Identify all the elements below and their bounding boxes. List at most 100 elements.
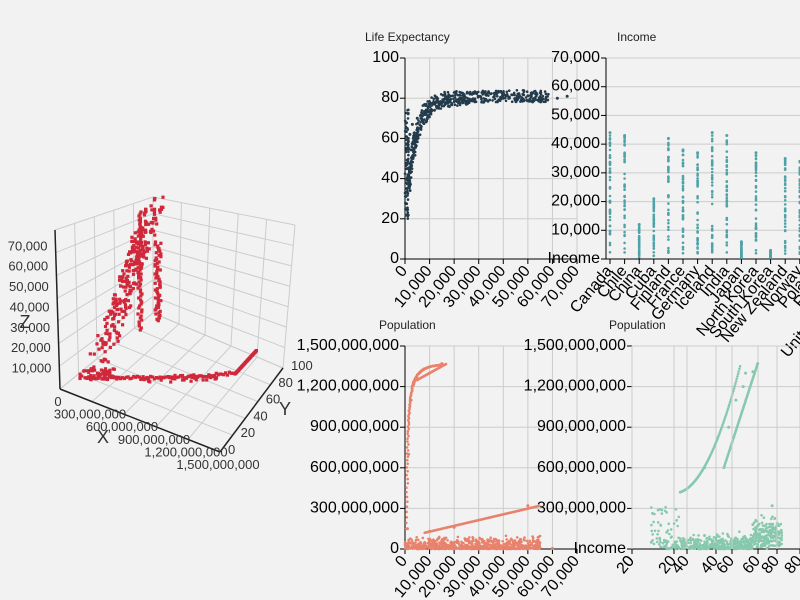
data-point <box>92 374 96 378</box>
data-point <box>138 304 142 308</box>
data-point <box>660 508 664 512</box>
data-point <box>139 377 143 381</box>
data-point <box>492 540 496 543</box>
data-point <box>122 300 126 304</box>
data-point <box>441 104 444 108</box>
data-point <box>473 90 477 93</box>
data-point <box>117 376 121 380</box>
data-point <box>407 416 411 420</box>
data-point <box>722 421 725 425</box>
data-point <box>500 94 504 97</box>
data-point <box>127 264 131 268</box>
data-point <box>710 167 714 171</box>
data-point <box>763 524 766 528</box>
data-point <box>139 266 143 270</box>
data-point <box>678 490 682 494</box>
data-point <box>637 238 641 242</box>
data-point <box>770 517 773 521</box>
data-point <box>537 504 541 508</box>
data-point <box>695 542 699 546</box>
data-point <box>136 242 140 246</box>
data-point <box>461 547 465 550</box>
data-point <box>546 98 550 102</box>
data-point <box>133 231 137 235</box>
data-point <box>420 109 424 112</box>
data-point <box>754 528 758 532</box>
data-point <box>154 276 158 280</box>
data-point <box>136 230 140 234</box>
data-point <box>752 521 756 524</box>
data-point <box>608 187 612 190</box>
data-point <box>155 304 159 308</box>
data-point <box>404 138 408 141</box>
data-point <box>179 374 183 378</box>
data-point <box>102 357 106 361</box>
data-point <box>440 538 444 542</box>
data-point <box>157 303 161 307</box>
data-point <box>480 537 484 541</box>
data-point <box>608 241 612 245</box>
grid-floor <box>115 342 258 403</box>
data-point <box>659 540 662 544</box>
data-point <box>87 375 91 379</box>
data-point <box>710 159 714 163</box>
data-point <box>754 235 758 239</box>
data-point <box>155 261 159 265</box>
data-point <box>437 535 441 539</box>
data-point <box>419 541 423 545</box>
data-point <box>417 119 420 122</box>
data-point <box>724 539 727 542</box>
data-point <box>456 535 460 539</box>
data-point <box>123 303 127 307</box>
data-point <box>415 122 418 126</box>
data-point <box>721 532 725 535</box>
data-point <box>414 541 417 544</box>
data-point <box>156 305 161 309</box>
data-point <box>510 543 513 547</box>
data-point <box>637 255 641 259</box>
data-point <box>406 429 410 433</box>
data-point <box>413 154 417 157</box>
data-point <box>608 243 612 247</box>
grid-back <box>152 196 296 226</box>
data-point <box>137 228 141 232</box>
data-point <box>749 533 753 537</box>
z-tick-label: 10,000 <box>12 361 52 376</box>
data-point <box>442 541 445 544</box>
data-point <box>161 195 165 199</box>
data-point <box>160 375 164 379</box>
data-point <box>154 251 158 255</box>
data-point <box>683 542 687 545</box>
data-point <box>542 100 546 104</box>
data-point <box>523 536 526 539</box>
data-point <box>623 160 626 164</box>
data-point <box>92 365 96 369</box>
data-point <box>522 90 526 94</box>
data-point <box>143 240 147 244</box>
data-point <box>424 544 428 547</box>
data-point <box>470 99 474 103</box>
data-point <box>677 545 681 549</box>
data-point <box>116 307 120 311</box>
data-point <box>506 95 510 98</box>
data-point <box>492 538 496 541</box>
data-point <box>757 533 761 536</box>
data-point <box>754 222 758 225</box>
data-point <box>446 96 449 100</box>
data-point <box>182 376 186 380</box>
data-point <box>150 208 154 212</box>
data-point <box>406 138 410 142</box>
data-point <box>667 202 670 205</box>
data-point <box>184 376 188 380</box>
data-point <box>505 538 509 541</box>
data-point <box>141 252 146 256</box>
data-point <box>656 508 660 512</box>
data-point <box>421 121 425 125</box>
data-point <box>515 100 518 103</box>
data-point <box>133 260 137 264</box>
data-point <box>696 196 699 200</box>
data-point <box>149 229 153 233</box>
data-point <box>681 176 685 179</box>
data-point <box>404 121 407 124</box>
data-point <box>733 384 736 388</box>
